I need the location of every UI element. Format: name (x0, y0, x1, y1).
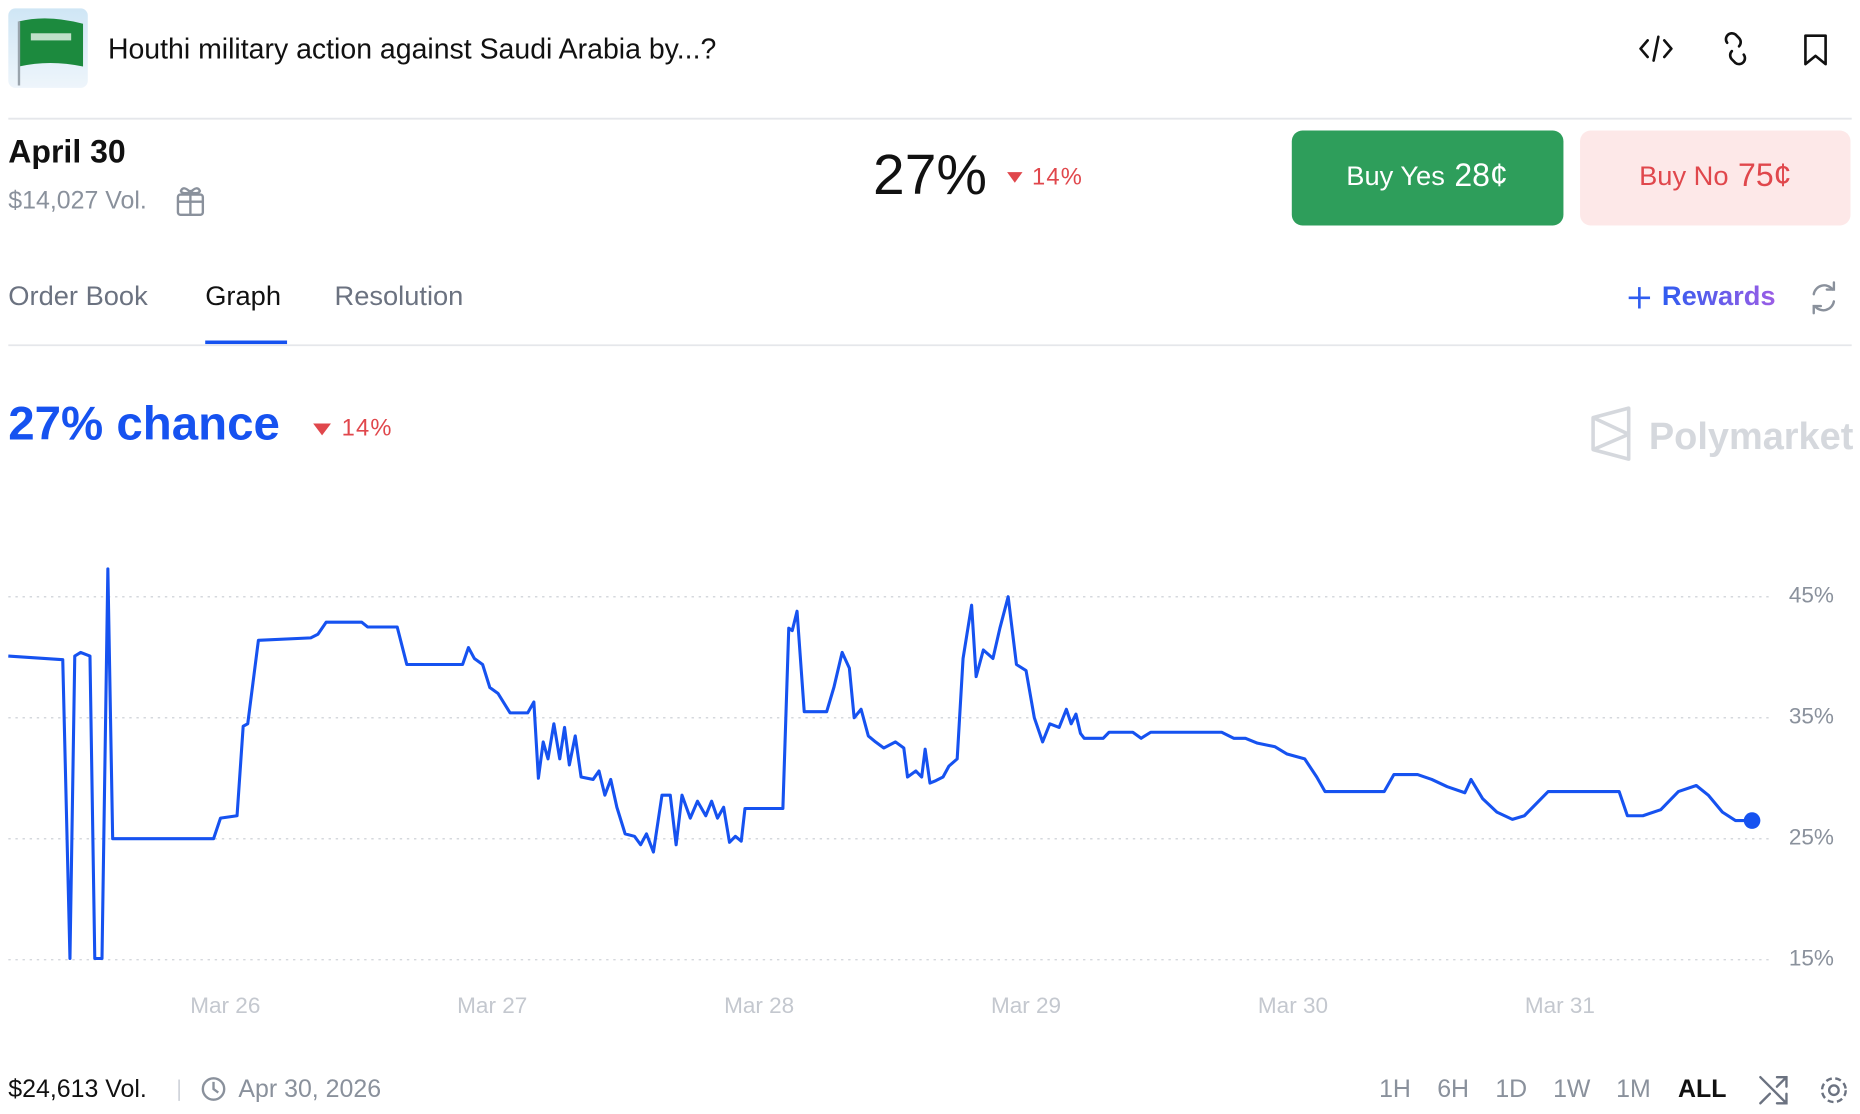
buy-no-text: Buy No (1639, 160, 1728, 191)
x-tick-label: Mar 30 (1258, 993, 1328, 1018)
tab[interactable]: Order Book (8, 280, 148, 311)
plus-icon (1628, 287, 1651, 309)
x-tick-label: Mar 31 (1525, 993, 1595, 1018)
down-arrow (313, 423, 331, 436)
current-price: 27% (873, 143, 987, 207)
range-button[interactable]: 1H (1379, 1075, 1411, 1103)
watermark-logo (1591, 406, 1631, 461)
price-line (8, 567, 1753, 961)
embed-button[interactable] (1639, 35, 1673, 62)
tab[interactable]: Resolution (335, 280, 464, 311)
range-button[interactable]: 1W (1553, 1075, 1591, 1103)
y-tick-label: 35% (1789, 704, 1834, 729)
x-tick-label: Mar 28 (724, 993, 794, 1018)
outcome-volume: $14,027 Vol. (8, 186, 147, 214)
tab-underline (205, 340, 288, 345)
end-date: Apr 30, 2026 (238, 1075, 381, 1103)
market-icon (8, 8, 88, 88)
bookmark-button[interactable] (1804, 34, 1827, 66)
buy-yes-label: Buy Yes 28¢ (1346, 157, 1507, 193)
chart-change: 14% (342, 416, 393, 442)
range-button[interactable]: 6H (1437, 1075, 1469, 1103)
range-button[interactable]: 1D (1495, 1075, 1527, 1103)
x-tick-label: Mar 29 (991, 993, 1061, 1018)
total-volume: $24,613 Vol. (8, 1075, 147, 1103)
range-button[interactable]: 1M (1616, 1075, 1651, 1103)
gift-icon[interactable] (176, 187, 205, 216)
settings-button[interactable] (1820, 1077, 1847, 1104)
y-tick-label: 15% (1789, 946, 1834, 971)
down-arrow (1007, 172, 1023, 183)
range-button[interactable]: ALL (1678, 1075, 1726, 1103)
y-tick-label: 45% (1789, 583, 1834, 608)
price-change: 14% (1032, 164, 1083, 190)
watermark: Polymarket (1649, 416, 1854, 458)
no-price: 75¢ (1738, 157, 1791, 193)
buy-no-label: Buy No 75¢ (1639, 157, 1791, 193)
buy-yes-button[interactable] (1291, 130, 1564, 226)
link-button[interactable] (1724, 31, 1747, 66)
x-tick-label: Mar 27 (457, 993, 527, 1018)
refresh-button[interactable] (1812, 281, 1836, 315)
buy-no-button[interactable] (1580, 130, 1851, 226)
market-title: Houthi military action against Saudi Ara… (108, 34, 716, 66)
y-tick-label: 25% (1789, 825, 1834, 850)
rewards-button[interactable]: Rewards (1662, 280, 1776, 311)
buy-yes-text: Buy Yes (1346, 160, 1445, 191)
chart-title: 27% chance (8, 398, 280, 451)
outcome-label: April 30 (8, 134, 125, 170)
tab-active[interactable]: Graph (205, 280, 281, 311)
current-point (1743, 812, 1761, 829)
shuffle-button[interactable] (1759, 1075, 1788, 1105)
x-tick-label: Mar 26 (190, 993, 260, 1018)
yes-price: 28¢ (1454, 157, 1507, 193)
clock-icon (201, 1077, 226, 1101)
